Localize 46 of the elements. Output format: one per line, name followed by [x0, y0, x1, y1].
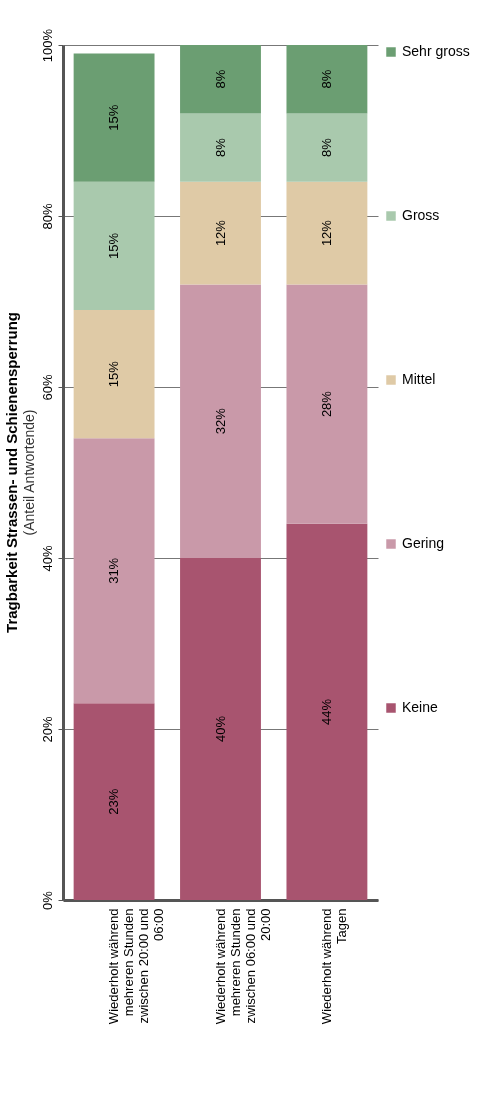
data-label: 12%	[318, 219, 334, 247]
data-label: 15%	[106, 232, 122, 259]
data-label: 31%	[106, 557, 122, 584]
x-tick-label: Wiederholt während Tagen	[318, 908, 349, 1025]
bar	[286, 113, 368, 182]
data-label: 23%	[106, 788, 122, 815]
bar	[73, 703, 155, 900]
y-tick-label: 0%	[39, 890, 55, 910]
bar	[180, 113, 261, 182]
data-label: 15%	[106, 360, 122, 388]
y-tick-label: 20%	[39, 716, 55, 743]
data-label: 12%	[212, 219, 228, 247]
bar	[286, 181, 368, 285]
data-label: 8%	[318, 69, 334, 89]
bar	[180, 284, 261, 558]
legend-label: Keine	[402, 699, 439, 715]
legend-label: Gering	[402, 535, 445, 551]
y-tick-label: 60%	[39, 374, 55, 401]
bar	[286, 284, 368, 524]
data-label: 44%	[318, 698, 334, 725]
data-label: 15%	[106, 104, 122, 131]
bar	[180, 558, 261, 900]
bar	[286, 45, 368, 114]
legend-label: Sehr gross	[402, 43, 470, 59]
y-tick-label: 80%	[39, 203, 55, 230]
data-label: 8%	[212, 69, 228, 89]
bar	[180, 45, 261, 114]
bar	[73, 310, 155, 439]
bar	[286, 523, 368, 900]
text: (Anteil Antwortende)	[21, 409, 37, 536]
bar	[73, 53, 155, 182]
data-label: 8%	[212, 137, 228, 157]
y-tick-label: 40%	[39, 545, 55, 572]
legend-label: Gross	[402, 207, 440, 223]
y-tick-label: 100%	[39, 28, 55, 63]
data-label: 8%	[318, 137, 334, 157]
data-label: 32%	[212, 407, 228, 435]
x-tick-label: Wiederholt während mehreren Stunden zwischen 20:00 und 06:00	[106, 908, 167, 1025]
legend-label: Mittel	[402, 371, 436, 387]
bar	[73, 181, 155, 311]
data-label: 28%	[318, 390, 334, 418]
x-tick-label: Wiederholt während mehreren Stunden zwischen 06:00 und 20:00	[212, 908, 273, 1025]
text: Tragbarkeit Strassen- und Schienensperrung	[3, 312, 20, 633]
bar	[180, 181, 261, 285]
data-label: 40%	[212, 715, 228, 743]
bar	[73, 438, 155, 704]
